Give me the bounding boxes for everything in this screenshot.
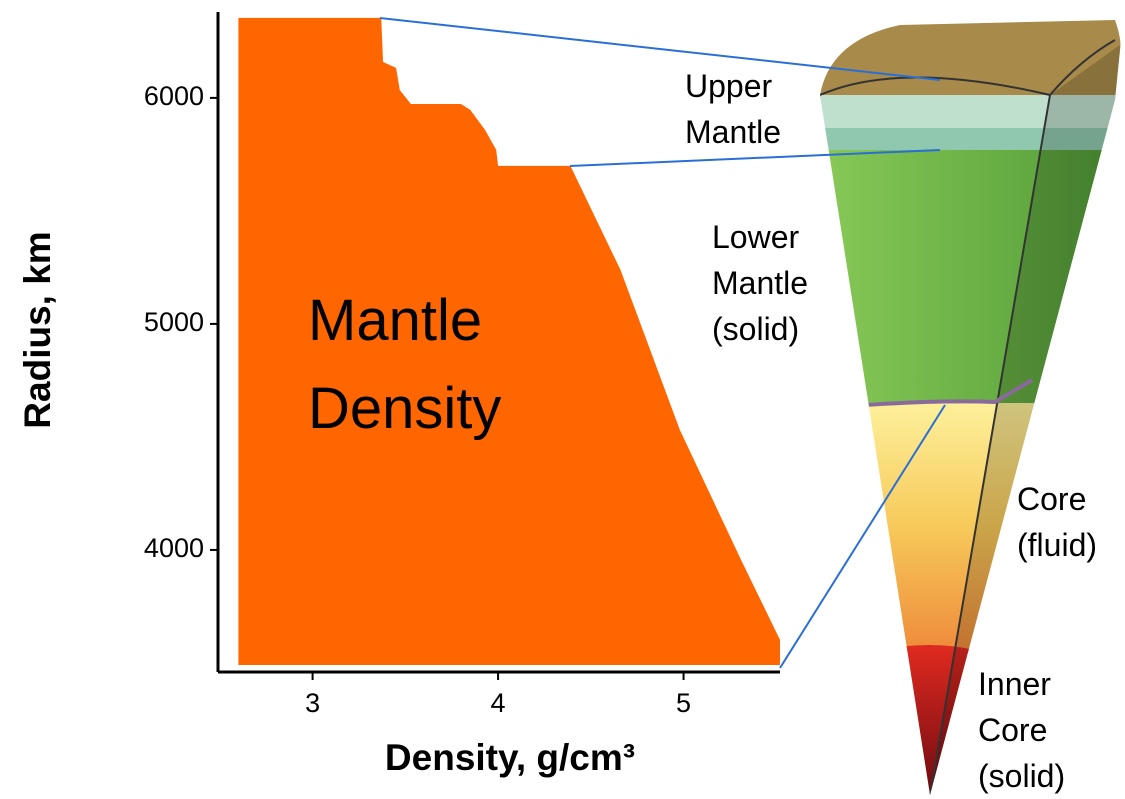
layer-label: Upper xyxy=(685,68,773,104)
x-tick-label: 5 xyxy=(676,688,691,718)
layer-label: (solid) xyxy=(978,758,1065,794)
earth-wedge xyxy=(800,0,1125,799)
y-tick-label: 4000 xyxy=(144,533,204,563)
layer-label: (solid) xyxy=(712,311,799,347)
y-tick-label: 5000 xyxy=(144,307,204,337)
chart: Radius, km Density, g/cm³ 4000 5000 6000 3 4… xyxy=(0,0,1125,799)
layer-label: Lower xyxy=(712,219,800,255)
annotation: Density xyxy=(308,376,501,441)
layer-label: Inner xyxy=(978,666,1051,702)
x-tick-label: 3 xyxy=(305,688,320,718)
x-axis-title: Density, g/cm³ xyxy=(385,737,635,778)
x-tick-label: 4 xyxy=(491,688,506,718)
annotation: Mantle xyxy=(308,288,482,353)
y-axis-title: Radius, km xyxy=(17,231,58,428)
y-tick-label: 6000 xyxy=(144,81,204,111)
layer-label: Mantle xyxy=(685,114,781,150)
layer-label: Core xyxy=(978,712,1047,748)
layer-label: Mantle xyxy=(712,265,808,301)
layer-label: (fluid) xyxy=(1017,527,1097,563)
layer-label: Core xyxy=(1017,481,1086,517)
